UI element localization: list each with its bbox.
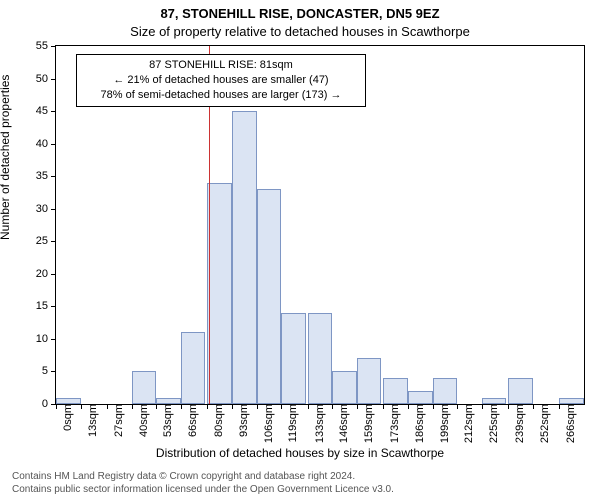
histogram-bar bbox=[132, 371, 157, 404]
y-tick-mark bbox=[51, 176, 56, 177]
histogram-bar bbox=[559, 398, 584, 405]
plot-area: 05101520253035404550550sqm13sqm27sqm40sq… bbox=[55, 45, 585, 405]
x-tick-label: 93sqm bbox=[236, 404, 250, 437]
annotation-line2: ← 21% of detached houses are smaller (47… bbox=[83, 73, 359, 88]
x-tick-mark bbox=[156, 404, 157, 409]
y-tick-mark bbox=[51, 209, 56, 210]
x-tick-mark bbox=[281, 404, 282, 409]
chart-container: 87, STONEHILL RISE, DONCASTER, DN5 9EZ S… bbox=[0, 0, 600, 500]
annotation-line3: 78% of semi-detached houses are larger (… bbox=[83, 88, 359, 103]
y-tick-mark bbox=[51, 371, 56, 372]
x-tick-label: 212sqm bbox=[461, 404, 475, 443]
histogram-bar bbox=[56, 398, 81, 405]
x-tick-label: 119sqm bbox=[285, 404, 299, 442]
y-tick-mark bbox=[51, 46, 56, 47]
histogram-bar bbox=[207, 183, 232, 404]
x-tick-label: 40sqm bbox=[136, 404, 150, 437]
x-tick-mark bbox=[181, 404, 182, 409]
annotation-line1: 87 STONEHILL RISE: 81sqm bbox=[83, 58, 359, 73]
histogram-bar bbox=[383, 378, 408, 404]
annotation-box: 87 STONEHILL RISE: 81sqm ← 21% of detach… bbox=[76, 54, 366, 107]
x-tick-mark bbox=[232, 404, 233, 409]
histogram-bar bbox=[257, 189, 282, 404]
histogram-bar bbox=[408, 391, 433, 404]
x-tick-mark bbox=[482, 404, 483, 409]
x-tick-mark bbox=[56, 404, 57, 409]
x-tick-label: 80sqm bbox=[211, 404, 225, 437]
x-tick-mark bbox=[308, 404, 309, 409]
x-tick-label: 173sqm bbox=[387, 404, 401, 443]
x-tick-mark bbox=[207, 404, 208, 409]
x-tick-mark bbox=[533, 404, 534, 409]
x-tick-label: 53sqm bbox=[160, 404, 174, 437]
x-tick-label: 27sqm bbox=[111, 404, 125, 437]
x-tick-label: 225sqm bbox=[486, 404, 500, 443]
histogram-bar bbox=[433, 378, 458, 404]
x-tick-label: 239sqm bbox=[512, 404, 526, 443]
x-tick-label: 252sqm bbox=[537, 404, 551, 443]
chart-title-line2: Size of property relative to detached ho… bbox=[0, 24, 600, 39]
x-tick-mark bbox=[81, 404, 82, 409]
x-tick-mark bbox=[257, 404, 258, 409]
histogram-bar bbox=[232, 111, 257, 404]
x-tick-label: 186sqm bbox=[412, 404, 426, 443]
histogram-bar bbox=[482, 398, 507, 405]
x-tick-label: 199sqm bbox=[437, 404, 451, 443]
x-tick-label: 66sqm bbox=[185, 404, 199, 437]
x-tick-label: 266sqm bbox=[563, 404, 577, 443]
x-tick-mark bbox=[357, 404, 358, 409]
x-axis-label: Distribution of detached houses by size … bbox=[0, 446, 600, 460]
histogram-bar bbox=[181, 332, 206, 404]
histogram-bar bbox=[357, 358, 382, 404]
y-tick-mark bbox=[51, 274, 56, 275]
x-tick-label: 13sqm bbox=[85, 404, 99, 437]
x-tick-mark bbox=[107, 404, 108, 409]
x-tick-mark bbox=[132, 404, 133, 409]
y-tick-mark bbox=[51, 144, 56, 145]
histogram-bar bbox=[156, 398, 181, 405]
footer-line2: Contains public sector information licen… bbox=[12, 483, 394, 496]
y-tick-mark bbox=[51, 241, 56, 242]
x-tick-label: 106sqm bbox=[261, 404, 275, 443]
x-tick-label: 159sqm bbox=[361, 404, 375, 443]
histogram-bar bbox=[281, 313, 306, 404]
footer-attribution: Contains HM Land Registry data © Crown c… bbox=[12, 470, 394, 496]
x-tick-mark bbox=[508, 404, 509, 409]
y-axis-label: Number of detached properties bbox=[0, 75, 12, 240]
x-tick-mark bbox=[457, 404, 458, 409]
y-tick-mark bbox=[51, 79, 56, 80]
histogram-bar bbox=[308, 313, 333, 404]
y-tick-mark bbox=[51, 339, 56, 340]
histogram-bar bbox=[508, 378, 533, 404]
x-tick-label: 133sqm bbox=[312, 404, 326, 443]
y-tick-mark bbox=[51, 306, 56, 307]
y-tick-mark bbox=[51, 111, 56, 112]
x-tick-mark bbox=[433, 404, 434, 409]
x-tick-mark bbox=[332, 404, 333, 409]
x-tick-mark bbox=[408, 404, 409, 409]
footer-line1: Contains HM Land Registry data © Crown c… bbox=[12, 470, 394, 483]
x-tick-label: 146sqm bbox=[336, 404, 350, 443]
histogram-bar bbox=[332, 371, 357, 404]
x-tick-mark bbox=[559, 404, 560, 409]
chart-title-line1: 87, STONEHILL RISE, DONCASTER, DN5 9EZ bbox=[0, 6, 600, 21]
x-tick-label: 0sqm bbox=[60, 404, 74, 431]
x-tick-mark bbox=[383, 404, 384, 409]
